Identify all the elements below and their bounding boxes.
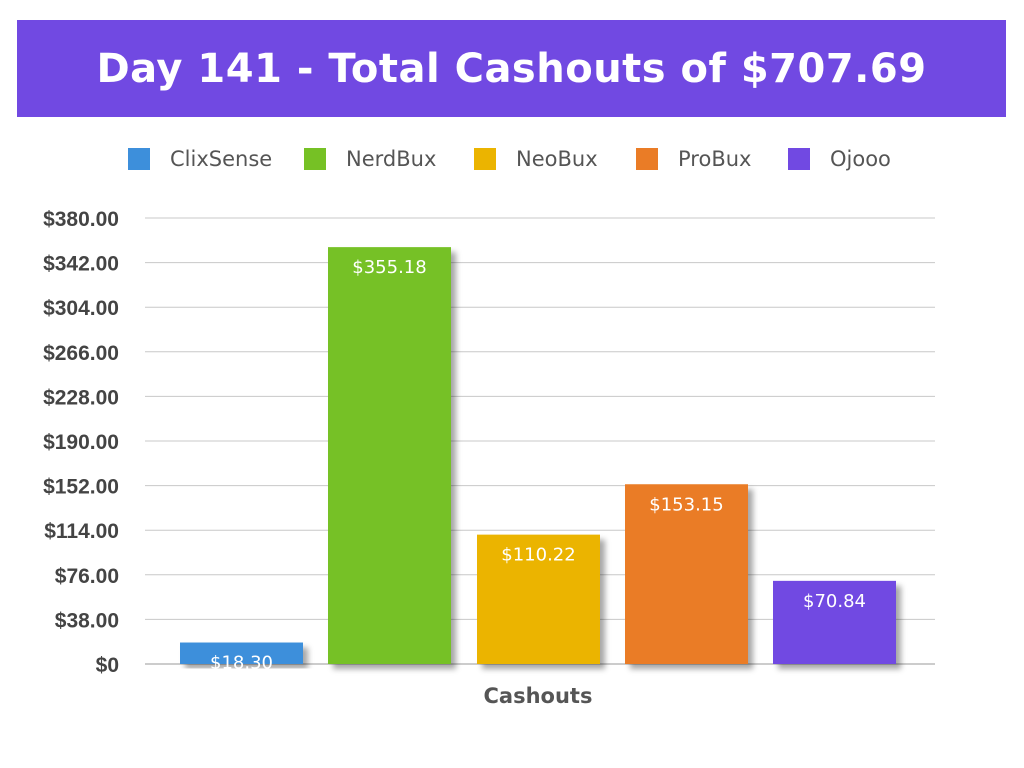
chart-title-banner: Day 141 - Total Cashouts of $707.69 [17,20,1006,117]
legend-item-nerdbux: NerdBux [304,147,436,171]
y-tick-label: $76.00 [55,565,119,588]
data-label-neobux: $110.22 [501,545,575,566]
data-label-clixsense: $18.30 [210,653,273,674]
chart-legend: ClixSense NerdBux NeoBux ProBux Ojooo [0,141,1024,177]
y-tick-label: $190.00 [43,431,119,454]
legend-label: ClixSense [170,147,273,171]
data-label-nerdbux: $355.18 [352,257,426,278]
x-axis-label: Cashouts [484,684,593,708]
bar-neobux [477,534,600,664]
legend-swatch [128,148,150,170]
y-tick-label: $380.00 [43,208,119,231]
legend-item-ojooo: Ojooo [788,147,891,171]
bar-nerdbux [328,247,451,664]
bar-ojooo [773,580,896,664]
legend-item-clixsense: ClixSense [128,147,272,171]
legend-label: Ojooo [830,147,891,171]
legend-swatch [636,148,658,170]
legend-label: NerdBux [346,147,437,171]
chart-title: Day 141 - Total Cashouts of $707.69 [96,45,927,92]
y-tick-label: $304.00 [43,297,119,320]
y-tick-label: $266.00 [43,342,119,365]
legend-item-probux: ProBux [636,147,751,171]
data-label-ojooo: $70.84 [803,591,866,612]
y-tick-label: $114.00 [44,520,119,543]
bar-clixsense [180,642,303,664]
legend-item-neobux: NeoBux [474,147,598,171]
y-tick-label: $342.00 [43,253,119,276]
y-tick-label: $0 [96,654,119,677]
y-tick-label: $228.00 [43,386,119,409]
legend-label: NeoBux [516,147,598,171]
legend-swatch [474,148,496,170]
y-tick-label: $152.00 [43,476,119,499]
y-tick-label: $38.00 [55,609,119,632]
bar-probux [625,484,748,664]
data-label-probux: $153.15 [649,494,723,515]
legend-swatch [788,148,810,170]
legend-label: ProBux [678,147,752,171]
legend-swatch [304,148,326,170]
